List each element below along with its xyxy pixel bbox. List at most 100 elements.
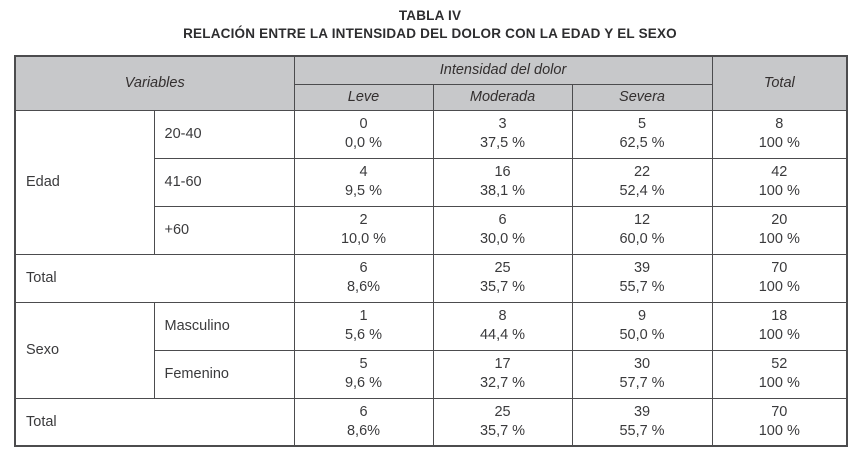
header-row-1: Variables Intensidad del dolor Total: [14, 55, 848, 111]
data-cell: 20 100 %: [711, 205, 848, 255]
cell-count: 39: [633, 260, 651, 276]
cell-percent: 9,6 %: [344, 375, 383, 391]
cell-count: 25: [494, 403, 511, 420]
cell-percent: 0,0 %: [344, 135, 383, 151]
cell-percent: 55,7 %: [619, 422, 665, 439]
cell-percent: 100 %: [758, 183, 800, 199]
table-row-total-sexo: Total 6 8,6% 25 35,7 % 39 55,7 % 70 100 …: [14, 397, 848, 447]
relation-table: Variables Intensidad del dolor Total Lev…: [14, 55, 849, 447]
table-row-edad-20-40: Edad 20-40 0 0,0 % 3 37,5 % 5 62,5 % 8 1…: [14, 109, 848, 255]
header-moderada: Moderada: [432, 83, 573, 111]
cell-count: 8: [775, 116, 784, 132]
data-cell: 16 38,1 %: [432, 157, 573, 207]
table-row-total-edad: Total 6 8,6% 25 35,7 % 39 55,7 % 70 100 …: [14, 253, 848, 303]
cell-count: 5: [359, 356, 368, 372]
header-total: Total: [711, 55, 848, 111]
group-label-edad: Edad: [14, 109, 155, 255]
cell-percent: 100 %: [758, 422, 800, 439]
cell-percent: 60,0 %: [619, 231, 665, 247]
data-cell: 12 60,0 %: [571, 205, 713, 255]
cell-count: 25: [494, 260, 511, 276]
row-label: 41-60: [153, 157, 295, 207]
cell-count: 1: [359, 308, 368, 324]
data-cell: 42 100 %: [711, 157, 848, 207]
cell-count: 18: [771, 308, 788, 324]
total-row-label: Total: [14, 397, 295, 447]
cell-count: 42: [771, 164, 788, 180]
cell-count: 17: [494, 356, 511, 372]
table-row-edad-41-60: 41-60 4 9,5 % 16 38,1 % 22 52,4 % 42 100…: [15, 157, 848, 207]
cell-percent: 10,0 %: [340, 231, 387, 247]
cell-percent: 50,0 %: [619, 327, 665, 343]
total-row-label: Total: [14, 253, 295, 303]
data-cell: 6 8,6%: [293, 397, 434, 447]
table-number: TABLA IV: [398, 8, 462, 23]
cell-percent: 44,4 %: [479, 327, 526, 343]
data-cell: 3 37,5 %: [432, 109, 573, 159]
cell-percent: 35,7 %: [479, 422, 526, 439]
row-label: Femenino: [153, 349, 295, 399]
data-cell: 8 44,4 %: [432, 301, 573, 351]
cell-percent: 37,5 %: [479, 135, 526, 151]
data-cell: 1 5,6 %: [293, 301, 434, 351]
cell-count: 70: [771, 403, 788, 420]
cell-percent: 30,0 %: [479, 231, 526, 247]
data-cell: 18 100 %: [711, 301, 848, 351]
cell-count: 6: [498, 212, 507, 228]
cell-count: 4: [359, 164, 368, 180]
data-cell: 70 100 %: [711, 397, 848, 447]
data-cell: 39 55,7 %: [571, 397, 713, 447]
cell-percent: 5,6 %: [344, 327, 383, 343]
cell-count: 8: [498, 308, 507, 324]
table-caption: RELACIÓN ENTRE LA INTENSIDAD DEL DOLOR C…: [183, 26, 677, 41]
cell-percent: 52,4 %: [619, 183, 665, 199]
cell-count: 16: [494, 164, 511, 180]
cell-count: 6: [359, 403, 368, 420]
data-cell: 2 10,0 %: [293, 205, 434, 255]
cell-percent: 35,7 %: [479, 279, 526, 295]
cell-count: 20: [771, 212, 788, 228]
table-title: TABLA IV RELACIÓN ENTRE LA INTENSIDAD DE…: [0, 7, 860, 43]
cell-percent: 8,6%: [346, 279, 381, 295]
data-cell: 5 9,6 %: [293, 349, 434, 399]
cell-percent: 100 %: [758, 375, 800, 391]
header-intensidad-group: Intensidad del dolor: [293, 55, 713, 85]
data-cell: 5 62,5 %: [571, 109, 713, 159]
data-cell: 6 8,6%: [293, 253, 434, 303]
cell-percent: 32,7 %: [479, 375, 526, 391]
data-cell: 25 35,7 %: [432, 397, 573, 447]
data-cell: 0 0,0 %: [293, 109, 434, 159]
data-cell: 52 100 %: [711, 349, 848, 399]
row-label: 20-40: [153, 109, 295, 159]
cell-count: 52: [771, 356, 788, 372]
cell-percent: 100 %: [758, 231, 800, 247]
header-variables: Variables: [14, 55, 295, 111]
data-cell: 8 100 %: [711, 109, 848, 159]
cell-percent: 38,1 %: [479, 183, 526, 199]
data-cell: 4 9,5 %: [293, 157, 434, 207]
cell-percent: 100 %: [758, 327, 800, 343]
table-row-sexo-masculino: Sexo Masculino 1 5,6 % 8 44,4 % 9 50,0 %…: [14, 301, 848, 399]
cell-count: 12: [633, 212, 651, 228]
row-label: Masculino: [153, 301, 295, 351]
cell-percent: 100 %: [758, 135, 800, 151]
data-cell: 30 57,7 %: [571, 349, 713, 399]
cell-count: 6: [359, 260, 368, 276]
row-label: +60: [153, 205, 295, 255]
cell-count: 22: [633, 164, 651, 180]
cell-count: 9: [637, 308, 647, 324]
cell-percent: 55,7 %: [619, 279, 665, 295]
cell-percent: 9,5 %: [344, 183, 383, 199]
data-cell: 39 55,7 %: [571, 253, 713, 303]
cell-percent: 100 %: [758, 279, 800, 295]
cell-count: 0: [359, 116, 368, 132]
data-cell: 17 32,7 %: [432, 349, 573, 399]
data-cell: 25 35,7 %: [432, 253, 573, 303]
data-cell: 9 50,0 %: [571, 301, 713, 351]
header-leve: Leve: [293, 83, 434, 111]
header-severa: Severa: [571, 83, 713, 111]
group-label-sexo: Sexo: [14, 301, 155, 399]
cell-count: 2: [359, 212, 368, 228]
cell-count: 30: [633, 356, 651, 372]
